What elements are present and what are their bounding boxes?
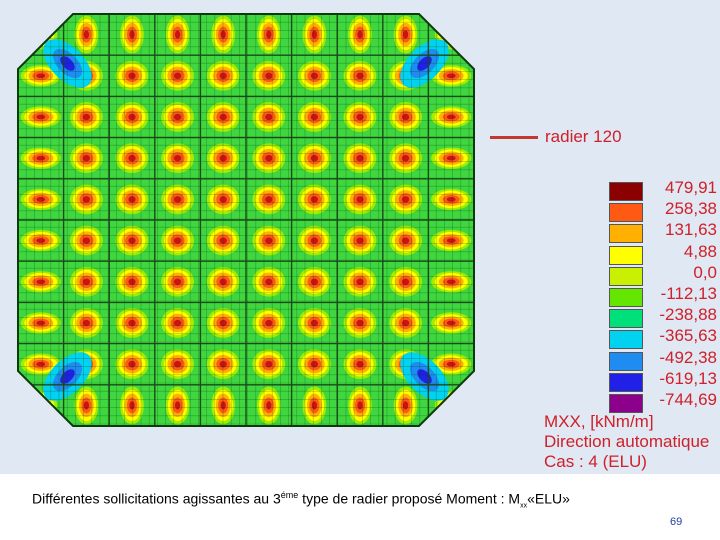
legend-value: -365,63 [659, 326, 717, 346]
legend-swatch [609, 203, 643, 223]
legend-footer: MXX, [kNm/m] Direction automatique Cas :… [544, 412, 709, 472]
legend-quantity: MXX, [kNm/m] [544, 412, 654, 431]
legend-swatch [609, 245, 643, 265]
slide-caption: Différentes sollicitations agissantes au… [32, 490, 570, 510]
results-viewport[interactable]: radier 120 479,91 258,38 131,63 4,88 0,0 -112… [0, 0, 720, 474]
legend-direction: Direction automatique [544, 432, 710, 451]
legend-value: 0,0 [693, 262, 717, 282]
legend-swatch [609, 372, 643, 392]
legend-value: -619,13 [659, 368, 717, 388]
legend-swatch [609, 224, 643, 244]
legend-value: 258,38 [665, 199, 717, 219]
legend-value: 479,91 [665, 178, 717, 197]
plate-contours [18, 14, 474, 426]
mxx-contour-map [17, 13, 475, 427]
legend-value: 131,63 [665, 220, 717, 240]
page-number: 69 [670, 516, 683, 528]
legend-swatch [609, 351, 643, 371]
legend-swatch [609, 182, 643, 201]
legend-value: 4,88 [683, 241, 717, 261]
legend-swatch [609, 309, 643, 329]
plate-outline [17, 13, 475, 427]
legend-swatch [609, 330, 643, 350]
legend-value: -112,13 [660, 283, 717, 303]
legend-case: Cas : 4 (ELU) [544, 452, 647, 471]
model-leader-line [490, 136, 538, 139]
legend-value: -238,88 [659, 305, 717, 325]
model-label: radier 120 [545, 127, 622, 146]
legend-swatch [609, 266, 643, 286]
legend-value: -744,69 [659, 389, 717, 409]
legend-value: -492,38 [659, 347, 717, 367]
legend-swatch [609, 393, 643, 413]
legend-swatch [609, 287, 643, 307]
